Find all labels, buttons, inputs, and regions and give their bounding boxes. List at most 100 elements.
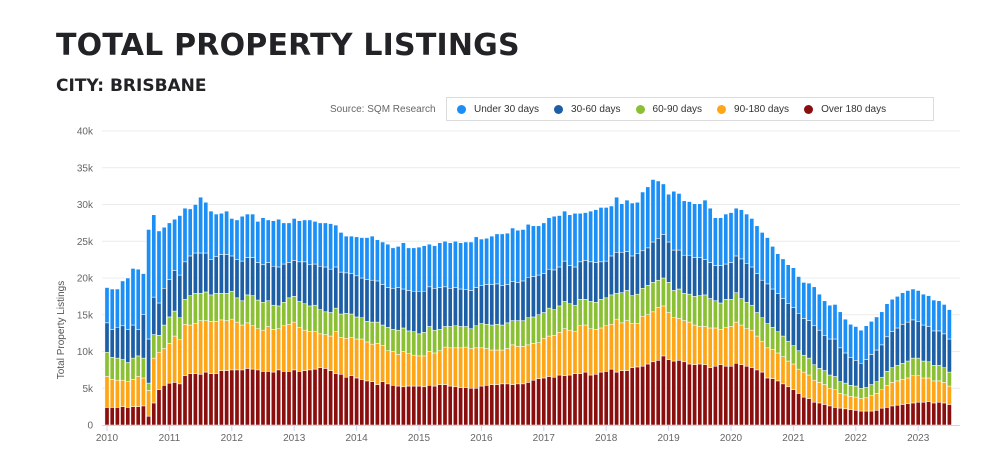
bar-segment[interactable] — [291, 321, 297, 371]
bar-segment[interactable] — [359, 237, 365, 279]
bar-segment[interactable] — [323, 334, 328, 369]
bar-segment[interactable] — [832, 407, 838, 426]
bar-segment[interactable] — [203, 202, 209, 254]
bar-segment[interactable] — [213, 213, 219, 257]
bar-segment[interactable] — [427, 286, 432, 327]
legend-item-under-30[interactable]: Under 30 days — [457, 104, 539, 115]
bar-segment[interactable] — [681, 361, 687, 426]
bar-segment[interactable] — [338, 232, 344, 273]
bar-segment[interactable] — [837, 347, 843, 382]
bar-segment[interactable] — [718, 329, 723, 365]
bar-segment[interactable] — [827, 374, 833, 389]
bar-segment[interactable] — [161, 385, 167, 426]
bar-segment[interactable] — [531, 276, 536, 318]
bar-segment[interactable] — [624, 370, 630, 426]
bar-segment[interactable] — [421, 290, 427, 333]
bar-segment[interactable] — [219, 319, 224, 371]
bar-segment[interactable] — [141, 357, 146, 379]
bar-segment[interactable] — [250, 257, 255, 296]
bar-segment[interactable] — [213, 293, 219, 322]
bar-segment[interactable] — [915, 290, 921, 322]
bar-segment[interactable] — [458, 288, 463, 327]
bar-segment[interactable] — [151, 357, 157, 404]
bar-segment[interactable] — [447, 385, 453, 426]
bar-segment[interactable] — [811, 286, 817, 327]
bar-segment[interactable] — [557, 266, 562, 307]
bar-segment[interactable] — [567, 303, 573, 331]
bar-segment[interactable] — [843, 408, 848, 426]
bar-segment[interactable] — [910, 357, 916, 377]
bar-segment[interactable] — [323, 311, 328, 335]
bar-segment[interactable] — [801, 354, 807, 373]
bar-segment[interactable] — [115, 327, 120, 359]
bar-segment[interactable] — [317, 265, 323, 310]
bar-segment[interactable] — [260, 264, 266, 303]
bar-segment[interactable] — [858, 363, 864, 389]
bar-segment[interactable] — [619, 292, 625, 324]
bar-segment[interactable] — [297, 261, 302, 302]
bar-segment[interactable] — [245, 294, 250, 324]
bar-segment[interactable] — [177, 317, 183, 340]
bar-segment[interactable] — [343, 338, 349, 378]
bar-segment[interactable] — [198, 196, 203, 254]
bar-segment[interactable] — [702, 294, 708, 327]
bar-segment[interactable] — [172, 335, 177, 383]
bar-segment[interactable] — [624, 320, 630, 371]
bar-segment[interactable] — [411, 290, 417, 332]
bar-segment[interactable] — [791, 307, 796, 346]
bar-segment[interactable] — [229, 318, 235, 371]
bar-segment[interactable] — [687, 254, 692, 295]
bar-segment[interactable] — [151, 334, 157, 359]
bar-segment[interactable] — [281, 263, 287, 303]
bar-segment[interactable] — [879, 407, 885, 426]
bar-segment[interactable] — [884, 336, 890, 372]
bar-segment[interactable] — [354, 377, 359, 426]
bar-segment[interactable] — [333, 331, 339, 374]
bar-segment[interactable] — [359, 317, 365, 340]
bar-segment[interactable] — [770, 246, 775, 290]
bar-segment[interactable] — [827, 388, 833, 407]
bar-segment[interactable] — [208, 294, 214, 322]
bar-segment[interactable] — [364, 237, 370, 280]
bar-segment[interactable] — [375, 384, 380, 426]
bar-segment[interactable] — [515, 282, 521, 321]
bar-segment[interactable] — [661, 234, 666, 279]
bar-segment[interactable] — [395, 329, 401, 355]
bar-segment[interactable] — [307, 264, 313, 307]
bar-segment[interactable] — [473, 236, 479, 288]
bar-segment[interactable] — [707, 262, 713, 299]
bar-segment[interactable] — [146, 415, 151, 426]
bar-segment[interactable] — [203, 252, 209, 293]
bar-segment[interactable] — [848, 357, 853, 386]
bar-segment[interactable] — [941, 333, 947, 368]
bar-segment[interactable] — [255, 369, 261, 426]
bar-segment[interactable] — [354, 316, 359, 340]
bar-segment[interactable] — [369, 279, 375, 323]
bar-segment[interactable] — [120, 379, 125, 407]
legend-item-90-180[interactable]: 90-180 days — [717, 104, 789, 115]
bar-segment[interactable] — [879, 311, 885, 346]
bar-segment[interactable] — [286, 324, 292, 372]
bar-segment[interactable] — [505, 284, 510, 324]
bar-segment[interactable] — [364, 321, 370, 343]
bar-segment[interactable] — [780, 383, 786, 426]
bar-segment[interactable] — [661, 305, 666, 357]
bar-segment[interactable] — [650, 241, 656, 283]
bar-segment[interactable] — [900, 404, 905, 426]
bar-segment[interactable] — [182, 207, 188, 263]
bar-segment[interactable] — [551, 309, 557, 336]
bar-segment[interactable] — [343, 376, 349, 426]
bar-segment[interactable] — [676, 318, 682, 361]
bar-segment[interactable] — [598, 207, 604, 263]
bar-segment[interactable] — [463, 289, 469, 327]
bar-segment[interactable] — [229, 255, 235, 292]
bar-segment[interactable] — [271, 329, 276, 373]
bar-segment[interactable] — [484, 284, 489, 325]
bar-segment[interactable] — [307, 305, 313, 332]
bar-segment[interactable] — [390, 288, 396, 330]
bar-segment[interactable] — [546, 376, 552, 426]
bar-segment[interactable] — [936, 330, 942, 366]
bar-segment[interactable] — [713, 300, 718, 329]
bar-segment[interactable] — [671, 360, 677, 426]
bar-segment[interactable] — [333, 266, 339, 309]
